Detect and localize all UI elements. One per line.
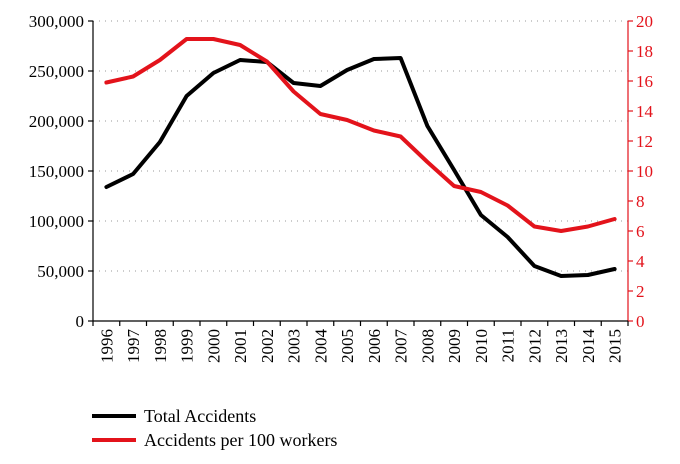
- y-right-tick-label: 0: [636, 312, 645, 331]
- x-tick-label: 1998: [151, 329, 170, 363]
- y-right-tick-label: 8: [636, 192, 645, 211]
- y-right-tick-label: 20: [636, 12, 653, 31]
- y-right-tick-label: 2: [636, 282, 645, 301]
- legend-label-accidents-per-100: Accidents per 100 workers: [144, 429, 338, 450]
- x-tick-label: 2012: [525, 329, 544, 363]
- x-tick-label: 2008: [418, 329, 437, 363]
- legend-swatch-accidents-per-100: [92, 438, 136, 442]
- y-right-tick-label: 12: [636, 132, 653, 151]
- x-tick-label: 2014: [579, 329, 598, 364]
- gridlines: [93, 20, 628, 272]
- legend-item-total-accidents: Total Accidents: [92, 404, 337, 428]
- y-left-tick-label: 50,000: [37, 262, 84, 281]
- series-line-accidents-per-100: [104, 37, 617, 233]
- x-tick-label: 1997: [124, 329, 143, 364]
- dual-axis-line-chart: 0 50,000 100,000 150,000 200,000 250,000 300,0…: [29, 12, 654, 363]
- axes: 0 50,000 100,000 150,000 200,000 250,000 300,0…: [29, 12, 654, 363]
- y-right-tick-label: 6: [636, 222, 645, 241]
- x-tick-label: 2013: [552, 329, 571, 363]
- x-tick-label: 2002: [258, 329, 277, 363]
- y-left-tick-label: 250,000: [29, 62, 84, 81]
- y-right-tick-label: 10: [636, 162, 653, 181]
- series-line-total-accidents: [104, 56, 617, 278]
- y-left-tick-label: 100,000: [29, 212, 84, 231]
- x-tick-label: 1999: [178, 329, 197, 363]
- x-tick-label: 1996: [97, 329, 116, 363]
- y-right-tick-label: 4: [636, 252, 645, 271]
- y-left-tick-label: 150,000: [29, 162, 84, 181]
- legend-item-accidents-per-100: Accidents per 100 workers: [92, 428, 337, 452]
- x-tick-label: 2004: [311, 329, 330, 364]
- legend-label-total-accidents: Total Accidents: [144, 405, 257, 426]
- x-tick-label: 2005: [338, 329, 357, 363]
- x-tick-label: 2006: [365, 329, 384, 363]
- x-tick-label: 2010: [472, 329, 491, 363]
- y-right-tick-label: 14: [636, 102, 654, 121]
- legend-swatch-total-accidents: [92, 414, 136, 418]
- y-right-tick-label: 18: [636, 42, 653, 61]
- x-tick-label: 2009: [445, 329, 464, 363]
- x-tick-label: 2000: [204, 329, 223, 363]
- y-left-tick-label: 200,000: [29, 112, 84, 131]
- y-right-tick-label: 16: [636, 72, 653, 91]
- x-tick-label: 2007: [392, 329, 411, 364]
- x-tick-label: 2015: [606, 329, 625, 363]
- series-lines: [104, 37, 617, 278]
- x-tick-label: 2003: [285, 329, 304, 363]
- legend: Total Accidents Accidents per 100 worker…: [92, 404, 337, 452]
- y-left-tick-label: 300,000: [29, 12, 84, 31]
- x-tick-label: 2011: [499, 329, 518, 362]
- y-left-tick-label: 0: [76, 312, 85, 331]
- x-tick-label: 2001: [231, 329, 250, 363]
